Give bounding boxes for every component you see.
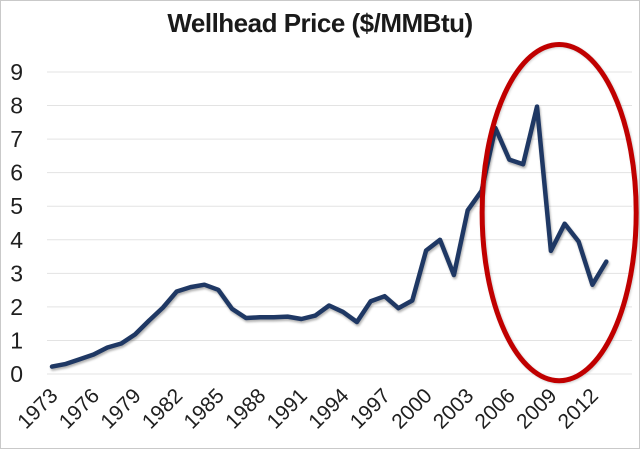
x-axis-tick-label: 1997 [346,384,395,433]
y-axis-tick-label: 2 [10,294,23,320]
y-axis-tick-label: 6 [10,160,23,186]
y-axis-tick-label: 1 [10,327,23,353]
y-axis-tick-label: 5 [10,193,23,219]
y-axis-tick-label: 3 [10,260,23,286]
price-line-series [49,104,609,369]
y-axis-tick-label: 8 [10,93,23,119]
chart-title: Wellhead Price ($/MMBtu) [167,8,473,38]
y-axis-tick-label: 0 [10,361,23,387]
x-axis-tick-label: 2003 [429,384,478,433]
x-axis-tick-label: 1973 [13,384,62,433]
x-axis-tick-label: 1994 [304,384,354,434]
x-axis-tick-label: 1991 [263,384,312,433]
y-axis-tick-label: 7 [10,126,23,152]
y-axis-tick-label: 9 [10,59,23,85]
x-axis-tick-label: 2006 [471,384,520,433]
x-axis-tick-label: 2000 [387,384,436,433]
x-axis-tick-label: 1985 [180,384,229,433]
x-axis-tick-label: 1979 [96,384,145,433]
x-axis-tick-label: 1982 [138,384,187,433]
y-axis-tick-label: 4 [10,227,23,253]
x-axis-tick-label: 2012 [554,384,603,433]
x-axis-tick-label: 2009 [512,384,561,433]
highlight-ellipse-annotation [479,41,639,384]
x-axis-tick-label: 1988 [221,384,270,433]
x-axis-tick-label: 1976 [55,384,104,433]
